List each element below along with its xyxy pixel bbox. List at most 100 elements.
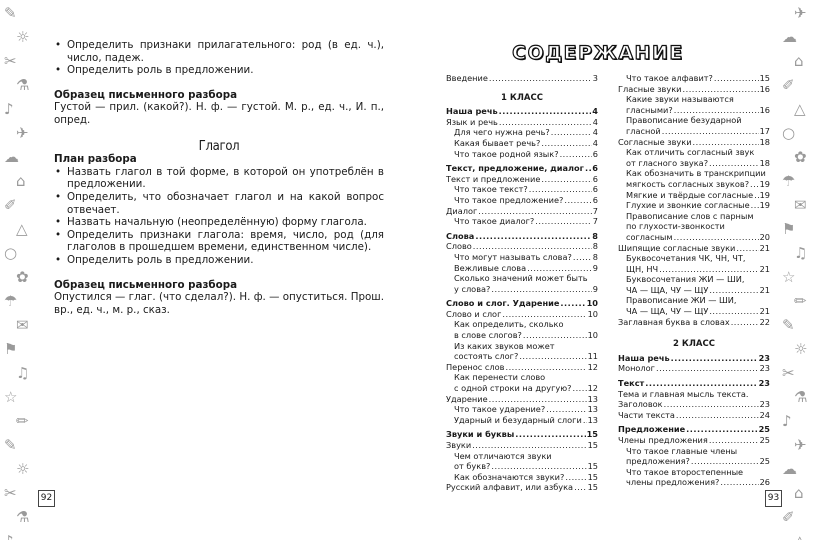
toc-entry-text: в слове слогов?	[454, 330, 522, 341]
toc-entry-text: с одной строки на другую?	[454, 383, 572, 394]
left-page: Определить признаки прилагательного: род…	[38, 0, 418, 540]
toc-entry: Для чего нужна речь? 4	[446, 127, 598, 138]
toc-entry-text: Как обозначаются звуки?	[454, 471, 565, 482]
toc-entry-text: по глухости-звонкости	[626, 221, 725, 232]
dot-leader	[551, 127, 592, 138]
toc-entry-text: Что такое ударение?	[454, 404, 546, 415]
doodle-icon: ✿	[16, 268, 29, 286]
bullet-item: Определить роль в предложении.	[54, 64, 384, 77]
toc-page-number: 23	[758, 352, 770, 363]
toc-page-number: 6	[592, 173, 598, 184]
dot-leader	[491, 284, 591, 295]
dot-leader	[645, 378, 757, 389]
dot-leader	[585, 163, 591, 174]
toc-entry-text: Как обозначить в транскрипции	[626, 168, 766, 179]
toc-entry-text: Наша речь	[618, 352, 670, 363]
doodle-icon: ☂	[4, 292, 18, 310]
toc-entry: Как отличить согласный звук от гласного з…	[618, 147, 770, 168]
toc-page-number: 19	[759, 189, 770, 200]
toc-entry-text: Ударение	[446, 393, 488, 404]
left-page-text: Определить признаки прилагательного: род…	[54, 39, 384, 316]
toc-page-number: 23	[758, 378, 770, 389]
doodle-icon: ○	[4, 244, 18, 262]
toc-entry: Перенос слов 12	[446, 362, 598, 373]
toc-entry: Что такое ударение? 13	[446, 404, 598, 415]
doodle-icon: ⚑	[4, 340, 18, 358]
toc-entry-text: Текст	[618, 378, 645, 389]
dot-leader	[535, 216, 592, 227]
doodle-icon: ♫	[794, 244, 808, 262]
toc-page-number: 9	[592, 262, 598, 273]
doodle-icon: ⚑	[782, 220, 796, 238]
toc-page-number: 23	[759, 363, 770, 374]
doodle-icon: ☁	[782, 460, 797, 478]
toc-entry: Звуки 15	[446, 440, 598, 451]
toc-page-number: 9	[592, 283, 598, 294]
toc-entry-text: Как определить, сколько	[454, 319, 564, 330]
doodle-icon: ✉	[794, 196, 807, 214]
plan-heading: План разбора	[54, 153, 137, 166]
toc-page-number: 26	[759, 477, 770, 488]
dot-leader	[523, 330, 587, 341]
toc-entry-text: Слово и слог. Ударение	[446, 298, 560, 309]
toc-page-number: 13	[587, 393, 598, 404]
toc-entry: Что такое алфавит? 15	[618, 73, 770, 84]
toc-entry-text: Что такое главные члены	[626, 445, 738, 456]
dot-leader	[573, 252, 592, 263]
toc-entry: Правописание ЖИ — ШИ,ЧА — ЩА, ЧУ — ЩУ 21	[618, 295, 770, 316]
toc-entry: Заглавная буква в словах 22	[618, 317, 770, 328]
toc-page-number: 15	[587, 471, 598, 482]
toc-page-number: 10	[587, 330, 598, 341]
toc-entry: Согласные звуки 18	[618, 137, 770, 148]
toc-entry: Предложение 25	[618, 424, 770, 435]
doodle-icon: ✈	[794, 4, 807, 22]
toc-page-number: 8	[592, 251, 598, 262]
toc-entry-text: согласным	[626, 231, 673, 242]
toc-page-number: 8	[592, 230, 598, 241]
toc-page-number: 15	[587, 440, 598, 450]
bullet-item: Назвать глагол в той форме, в которой он…	[54, 166, 384, 191]
dot-leader	[489, 394, 587, 405]
dot-leader	[541, 138, 591, 149]
sample-heading: Образец письменного разбора	[54, 278, 238, 291]
toc-entry: Ударение 13	[446, 394, 598, 405]
toc-page-number: 18	[759, 136, 770, 147]
dot-leader	[683, 84, 759, 95]
doodle-icon: △	[16, 220, 28, 238]
doodle-icon: ⌂	[16, 172, 26, 190]
dot-leader	[750, 179, 759, 190]
toc-entry: Текст, предложение, диалог 6	[446, 163, 598, 174]
dot-leader	[671, 353, 758, 364]
toc-page-number: 12	[587, 383, 598, 394]
doodle-icon: ✎	[782, 316, 795, 334]
toc-entry: Диалог 7	[446, 206, 598, 217]
dot-leader	[572, 383, 586, 394]
sample-heading: Образец письменного разбора	[54, 88, 238, 101]
dot-leader	[691, 456, 759, 467]
toc-page-number: 7	[592, 216, 598, 227]
dot-leader	[662, 126, 759, 137]
toc-entry: Что такое второстепенные члены предложени…	[618, 467, 770, 488]
toc-entry: Буквосочетания ЖИ — ШИ,ЧА — ЩА, ЧУ — ЩУ 2…	[618, 274, 770, 295]
doodle-icon: ✂	[4, 484, 17, 502]
doodle-icon: ✏	[794, 292, 807, 310]
doodle-icon: ✿	[794, 148, 807, 166]
toc-entry-text: Монолог	[618, 363, 655, 374]
doodle-icon: ☆	[782, 268, 796, 286]
dot-leader	[491, 461, 586, 472]
toc-page-number: 4	[592, 106, 598, 117]
contents-title: СОДЕРЖАНИЕ	[512, 41, 684, 64]
toc-entry-text: Из каких звуков может	[454, 340, 555, 351]
toc-entry-text: Язык и речь	[446, 116, 498, 127]
toc-page-number: 6	[592, 194, 598, 205]
toc-entry-text: Что могут называть слова?	[454, 251, 572, 262]
toc-entry: Как обозначаются звуки? 15	[446, 472, 598, 483]
doodle-icon: ✎	[4, 4, 17, 22]
toc-page-number: 19	[759, 200, 770, 211]
toc-page-number: 21	[759, 242, 770, 253]
